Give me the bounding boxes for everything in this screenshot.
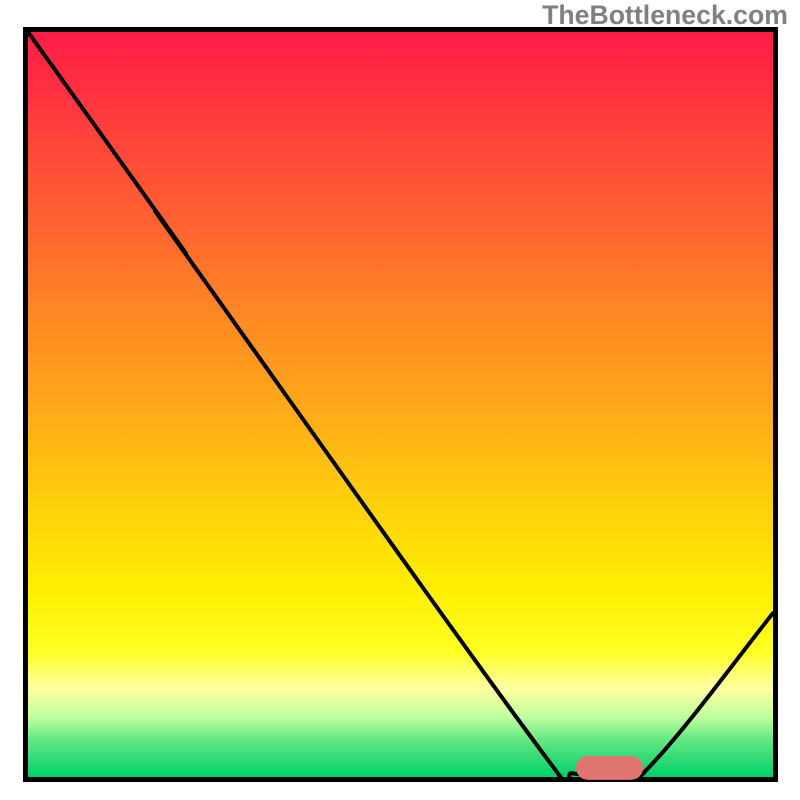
optimal-marker xyxy=(576,756,643,780)
curve-line xyxy=(28,32,773,777)
plot-frame xyxy=(23,27,778,782)
chart-canvas: { "watermark": { "text": "TheBottleneck.… xyxy=(0,0,800,800)
optimal-marker-rect xyxy=(576,756,643,780)
curve-path xyxy=(28,32,773,777)
